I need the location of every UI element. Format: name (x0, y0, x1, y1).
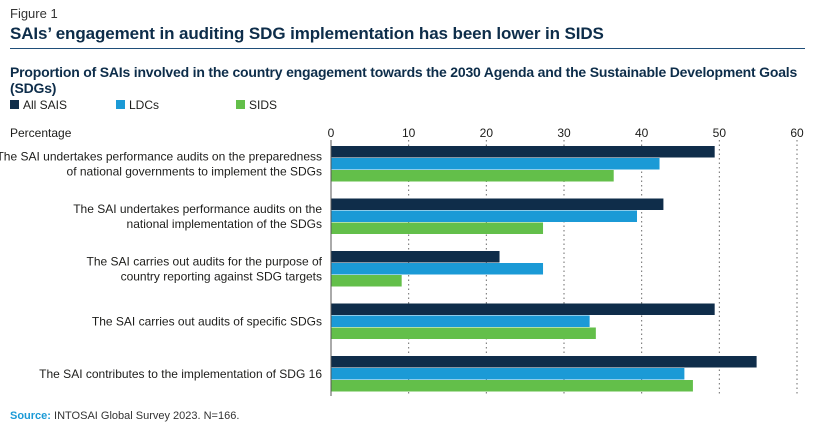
category-label-4-0: The SAI contributes to the implementatio… (39, 367, 322, 381)
x-tick-label-30: 30 (557, 126, 571, 140)
x-tick-label-20: 20 (480, 126, 494, 140)
title-divider (10, 48, 805, 49)
legend-label-sids: SIDS (249, 98, 278, 112)
legend-swatch-all-sais (10, 100, 19, 109)
legend-item-ldcs: LDCs (116, 98, 159, 112)
bar-ldcs-4 (331, 368, 685, 380)
x-tick-label-50: 50 (713, 126, 727, 140)
x-tick-label-60: 60 (790, 126, 804, 140)
legend-label-all-sais: All SAIS (23, 98, 68, 112)
x-tick-label-10: 10 (402, 126, 416, 140)
bar-all-sais-1 (331, 198, 664, 210)
category-label-3-0: The SAI carries out audits of specific S… (92, 314, 322, 328)
figure-title: SAIs’ engagement in auditing SDG impleme… (10, 24, 604, 43)
legend-item-sids: SIDS (236, 98, 277, 112)
bar-all-sais-3 (331, 303, 715, 315)
legend-swatch-sids (236, 100, 245, 109)
category-label-1-1: national implementation of the SDGs (127, 217, 322, 231)
bar-sids-2 (331, 275, 402, 287)
category-label-2-0: The SAI carries out audits for the purpo… (87, 254, 323, 268)
category-label-0-1: of national governments to implement the… (67, 164, 322, 178)
bar-ldcs-0 (331, 158, 660, 170)
bar-sids-3 (331, 327, 596, 339)
chart-subtitle: Proportion of SAIs involved in the count… (10, 64, 798, 96)
bar-ldcs-1 (331, 210, 638, 222)
x-tick-label-0: 0 (328, 126, 335, 140)
x-tick-label-40: 40 (635, 126, 649, 140)
bar-sids-1 (331, 222, 544, 234)
bar-sids-4 (331, 380, 693, 392)
legend-swatch-ldcs (116, 100, 125, 109)
category-label-0-0: The SAI undertakes performance audits on… (0, 149, 322, 163)
category-label-2-1: country reporting against SDG targets (121, 269, 322, 283)
legend-label-ldcs: LDCs (129, 98, 160, 112)
bar-ldcs-2 (331, 263, 544, 275)
source-key: Source: (10, 410, 51, 422)
bar-ldcs-3 (331, 315, 590, 327)
legend-item-all-sais: All SAIS (10, 98, 67, 112)
source-note: Source: INTOSAI Global Survey 2023. N=16… (10, 410, 239, 422)
bar-all-sais-2 (331, 251, 500, 263)
bar-sids-0 (331, 170, 614, 182)
axis-label: Percentage (10, 126, 72, 140)
bar-all-sais-4 (331, 356, 757, 368)
source-text: INTOSAI Global Survey 2023. N=166. (50, 410, 240, 422)
bar-all-sais-0 (331, 146, 715, 158)
figure-label: Figure 1 (10, 6, 58, 21)
category-label-1-0: The SAI undertakes performance audits on… (73, 202, 322, 216)
